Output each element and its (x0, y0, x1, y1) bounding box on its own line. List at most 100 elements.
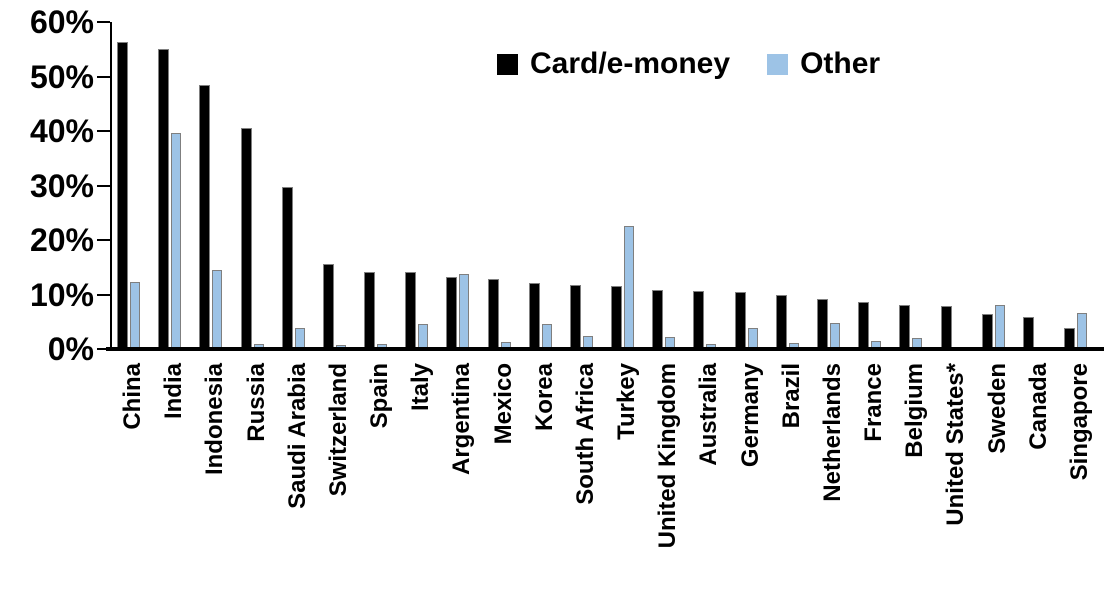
bar-card-e-money-france (858, 302, 870, 349)
x-label-sweden: Sweden (983, 363, 1011, 454)
y-tick-20 (97, 239, 110, 241)
y-tick-label-10: 10% (29, 276, 94, 313)
bar-group-united-kingdom (647, 22, 688, 349)
bar-other-united-kingdom (665, 337, 676, 349)
bar-other-belgium (912, 338, 923, 349)
x-label-cell-italy: Italy (400, 363, 441, 411)
x-label-switzerland: Switzerland (324, 363, 352, 497)
bar-card-e-money-argentina (446, 276, 458, 349)
bar-group-germany (730, 22, 771, 349)
x-label-singapore: Singapore (1065, 363, 1093, 481)
y-tick-50 (97, 75, 110, 78)
x-label-saudi-arabia: Saudi Arabia (283, 363, 311, 509)
x-label-indonesia: Indonesia (201, 363, 229, 476)
y-tick-0 (97, 348, 110, 350)
legend-label-card-e-money: Card/e-money (530, 47, 731, 80)
bar-card-e-money-canada (1022, 316, 1034, 349)
bar-group-switzerland (318, 22, 359, 349)
y-tick-60 (97, 21, 110, 23)
x-label-south-africa: South Africa (571, 363, 599, 505)
x-label-cell-argentina: Argentina (441, 363, 482, 475)
legend-swatch-card-e-money (497, 53, 518, 75)
bar-other-saudi-arabia (294, 327, 305, 349)
bar-group-south-africa (565, 22, 606, 349)
bar-group-italy (400, 22, 441, 349)
y-tick-40 (97, 130, 110, 132)
bar-other-russia (253, 344, 264, 349)
y-tick-label-0: 0% (47, 331, 94, 367)
bar-card-e-money-turkey (611, 286, 623, 349)
x-label-cell-netherlands: Netherlands (812, 363, 853, 502)
x-label-germany: Germany (736, 363, 764, 468)
x-label-canada: Canada (1024, 363, 1052, 450)
bar-other-netherlands (830, 322, 840, 349)
bar-card-e-money-australia (693, 290, 705, 349)
x-axis-labels: China India Indonesia Russia Saudi Arabia Swi… (112, 363, 1100, 594)
bar-group-mexico (483, 22, 524, 349)
x-label-cell-india: India (153, 363, 194, 419)
x-label-cell-indonesia: Indonesia (194, 363, 235, 475)
bar-group-argentina (441, 22, 482, 349)
bar-group-indonesia (194, 22, 235, 349)
bar-group-united-states (935, 22, 976, 349)
bar-group-singapore (1059, 22, 1100, 349)
legend: Card/e-money Other (497, 46, 880, 82)
x-label-france: France (860, 363, 888, 442)
bar-group-brazil (771, 22, 812, 349)
bar-other-germany (747, 327, 758, 349)
bar-group-turkey (606, 22, 647, 349)
bar-other-spain (377, 344, 388, 349)
x-label-argentina: Argentina (448, 363, 476, 476)
bar-card-e-money-mexico (487, 278, 499, 349)
bar-card-e-money-netherlands (817, 298, 828, 349)
bar-other-australia (706, 344, 717, 349)
bar-card-e-money-south-africa (569, 285, 581, 349)
bar-other-sweden (994, 305, 1005, 349)
bar-group-australia (688, 22, 729, 349)
bar-other-france (871, 340, 882, 349)
x-label-belgium: Belgium (901, 363, 929, 458)
x-label-cell-france: France (853, 363, 894, 442)
bar-group-sweden (977, 22, 1018, 349)
x-label-cell-brazil: Brazil (771, 363, 812, 428)
bar-group-netherlands (812, 22, 853, 349)
x-label-mexico: Mexico (489, 363, 517, 445)
x-label-cell-mexico: Mexico (483, 363, 524, 444)
bar-group-canada (1018, 22, 1059, 349)
bar-group-korea (524, 22, 565, 349)
bar-card-e-money-russia (240, 128, 252, 349)
bar-other-indonesia (212, 269, 223, 349)
x-label-russia: Russia (242, 363, 270, 442)
bar-card-e-money-indonesia (199, 85, 211, 349)
x-label-cell-switzerland: Switzerland (318, 363, 359, 496)
bar-card-e-money-brazil (775, 295, 787, 349)
x-label-spain: Spain (366, 363, 394, 429)
x-label-india: India (160, 363, 188, 420)
x-label-cell-canada: Canada (1018, 363, 1059, 450)
bar-card-e-money-korea (528, 282, 540, 349)
x-label-cell-south-africa: South Africa (565, 363, 606, 505)
x-label-korea: Korea (530, 363, 558, 432)
x-label-united-kingdom: United Kingdom (654, 363, 682, 549)
bar-group-france (853, 22, 894, 349)
bar-card-e-money-india (158, 48, 170, 349)
x-label-cell-united-states: United States* (935, 363, 976, 526)
x-label-cell-germany: Germany (730, 363, 771, 467)
bar-group-saudi-arabia (277, 22, 318, 349)
bar-group-china (112, 22, 153, 349)
bar-other-turkey (624, 226, 635, 349)
x-axis-line (106, 347, 1104, 351)
bar-other-south-africa (582, 336, 593, 349)
bar-group-belgium (894, 22, 935, 349)
bar-other-china (130, 281, 141, 349)
y-tick-label-20: 20% (29, 222, 94, 258)
x-label-cell-russia: Russia (236, 363, 277, 442)
bar-card-e-money-saudi-arabia (281, 186, 293, 349)
y-tick-10 (97, 293, 110, 296)
x-label-netherlands: Netherlands (818, 363, 846, 502)
bar-group-russia (236, 22, 277, 349)
x-label-cell-saudi-arabia: Saudi Arabia (277, 363, 318, 509)
bar-other-argentina (459, 273, 470, 349)
bar-card-e-money-united-states (940, 305, 952, 349)
bar-card-e-money-singapore (1064, 328, 1076, 349)
